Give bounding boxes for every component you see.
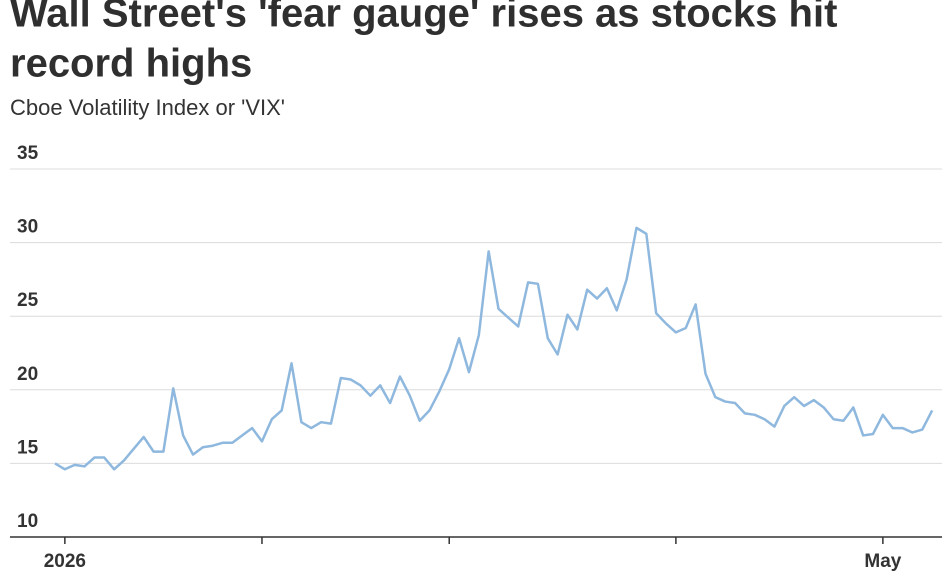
y-tick-label: 30 (17, 217, 38, 238)
data-line (54, 226, 934, 471)
x-tick-label: 2026 (44, 551, 86, 572)
y-tick-label: 20 (17, 364, 38, 385)
x-tick-label: May (864, 551, 901, 572)
y-tick-label: 15 (17, 437, 39, 458)
y-tick-label: 25 (17, 290, 39, 311)
chart-title: Wall Street's 'fear gauge' rises as stoc… (10, 0, 837, 36)
y-tick-label: 10 (17, 511, 38, 532)
y-tick-label: 35 (17, 143, 39, 164)
chart-subtitle: Cboe Volatility Index or 'VIX' (10, 95, 285, 120)
chart-title: record highs (10, 42, 252, 86)
